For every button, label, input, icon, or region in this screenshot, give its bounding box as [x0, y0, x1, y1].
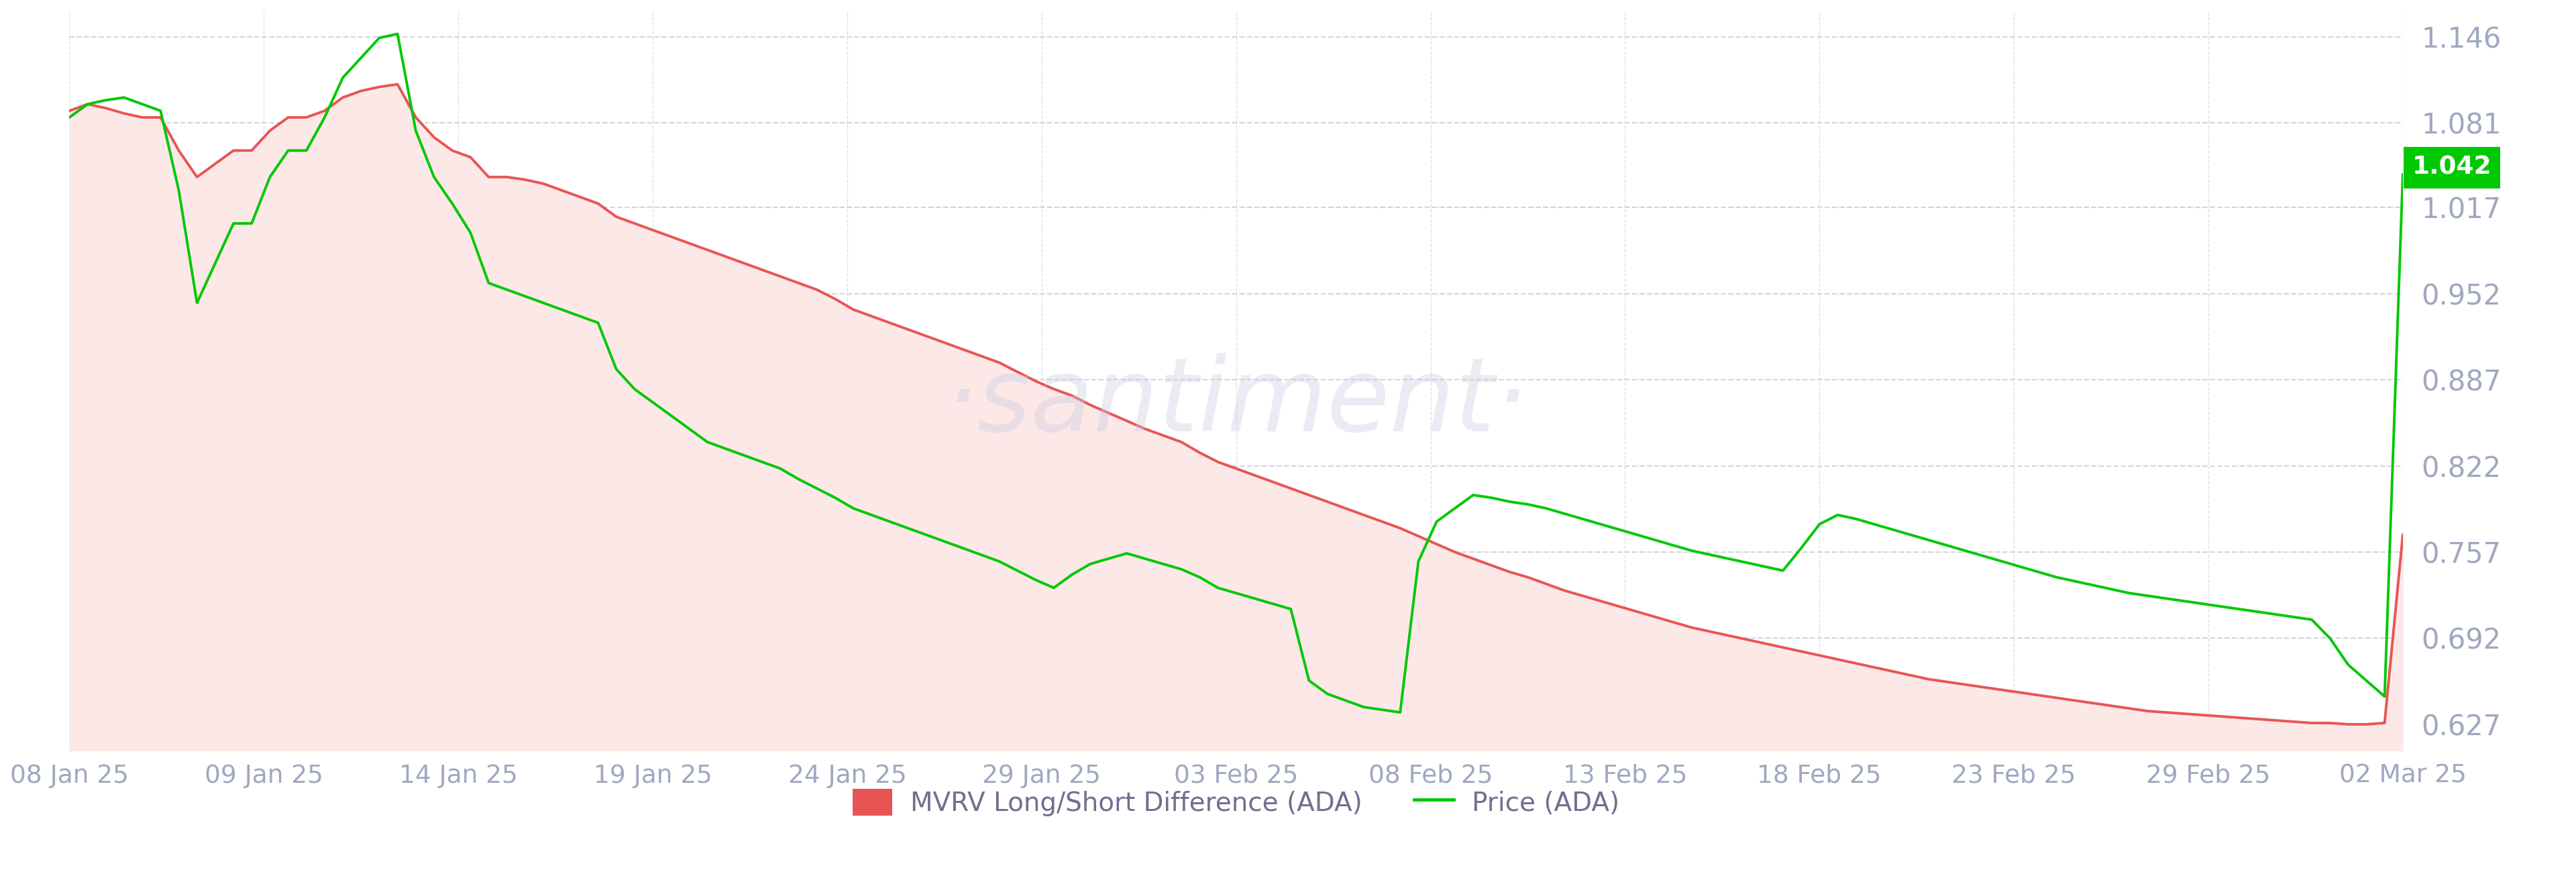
- Text: ·santiment·: ·santiment·: [945, 352, 1528, 453]
- Text: 1.042: 1.042: [2411, 155, 2491, 180]
- Legend: MVRV Long/Short Difference (ADA), Price (ADA): MVRV Long/Short Difference (ADA), Price …: [842, 778, 1631, 827]
